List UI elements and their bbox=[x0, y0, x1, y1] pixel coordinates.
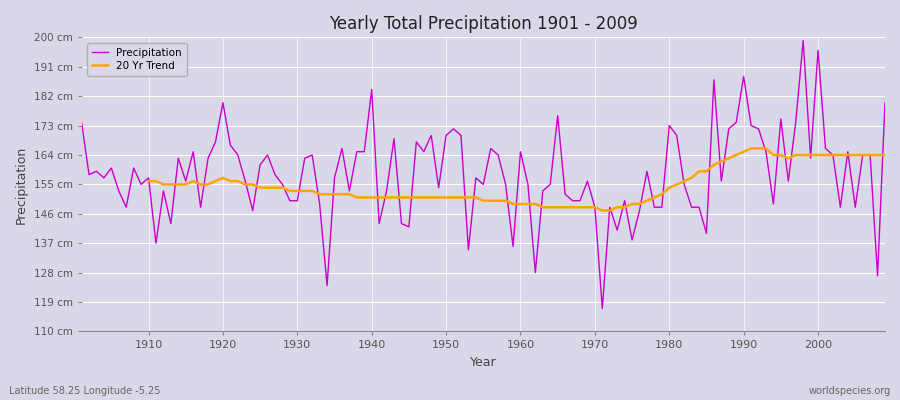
Precipitation bbox=[344, 188, 355, 193]
Precipitation bbox=[597, 306, 608, 311]
Y-axis label: Precipitation: Precipitation bbox=[15, 145, 28, 224]
Legend: Precipitation, 20 Yr Trend: Precipitation, 20 Yr Trend bbox=[86, 42, 187, 76]
Line: Precipitation: Precipitation bbox=[82, 41, 885, 308]
Line: 20 Yr Trend: 20 Yr Trend bbox=[148, 148, 885, 210]
X-axis label: Year: Year bbox=[470, 356, 497, 369]
20 Yr Trend bbox=[314, 192, 325, 196]
20 Yr Trend bbox=[858, 152, 868, 157]
20 Yr Trend bbox=[835, 152, 846, 157]
Precipitation bbox=[76, 120, 87, 125]
20 Yr Trend bbox=[523, 202, 534, 206]
Precipitation bbox=[879, 100, 890, 105]
Precipitation bbox=[508, 244, 518, 249]
Title: Yearly Total Precipitation 1901 - 2009: Yearly Total Precipitation 1901 - 2009 bbox=[328, 15, 638, 33]
Text: Latitude 58.25 Longitude -5.25: Latitude 58.25 Longitude -5.25 bbox=[9, 386, 160, 396]
Precipitation bbox=[515, 149, 526, 154]
20 Yr Trend bbox=[582, 205, 593, 210]
20 Yr Trend bbox=[143, 179, 154, 184]
20 Yr Trend bbox=[284, 188, 295, 193]
20 Yr Trend bbox=[879, 152, 890, 157]
20 Yr Trend bbox=[597, 208, 608, 213]
Precipitation bbox=[136, 182, 147, 187]
20 Yr Trend bbox=[746, 146, 757, 151]
Precipitation bbox=[612, 228, 623, 232]
Precipitation bbox=[300, 156, 310, 161]
Text: worldspecies.org: worldspecies.org bbox=[809, 386, 891, 396]
Precipitation bbox=[797, 38, 808, 43]
